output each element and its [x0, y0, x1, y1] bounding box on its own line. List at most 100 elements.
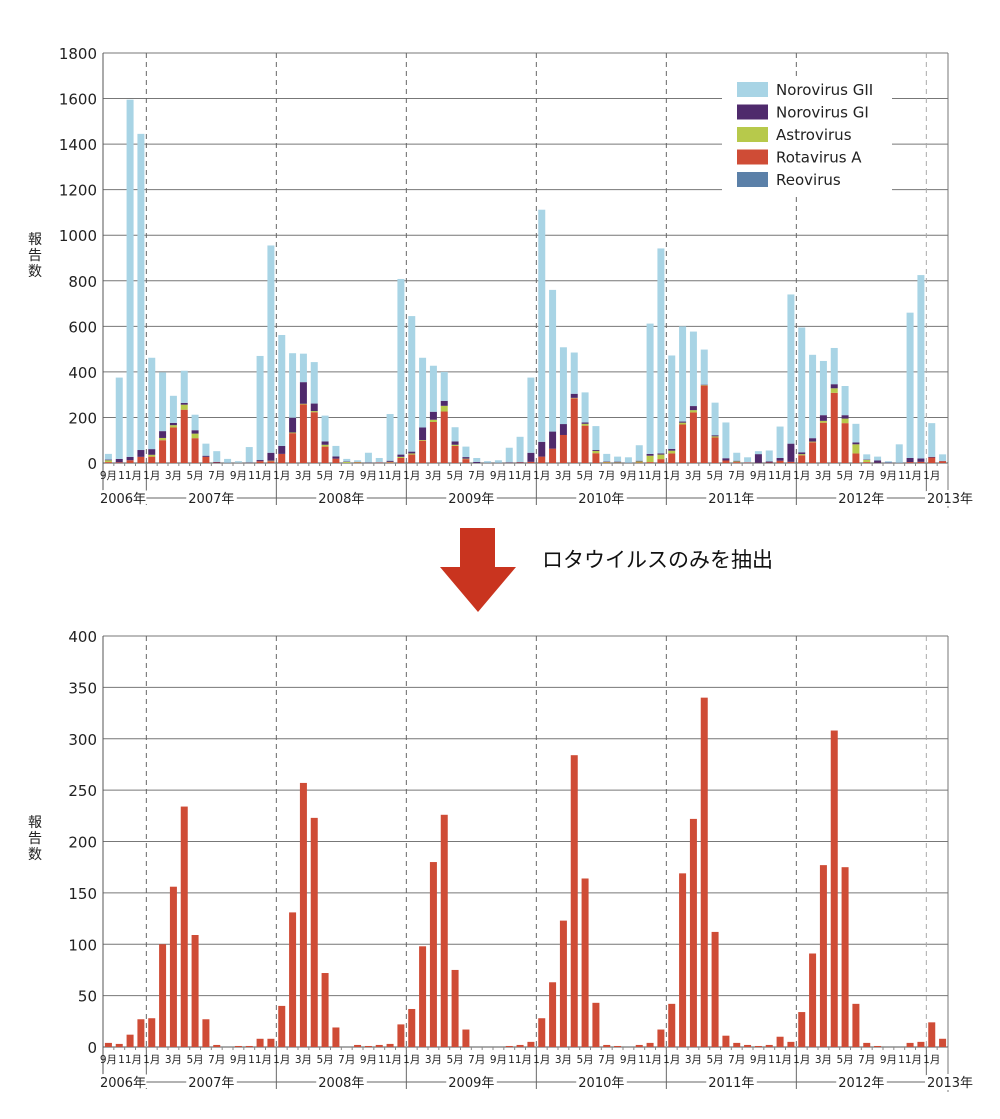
bar-rotavirus_a — [354, 1044, 362, 1047]
bar-norovirus_gii — [917, 275, 925, 459]
month-label: 1月 — [793, 1054, 810, 1066]
bar-norovirus_gii — [343, 458, 351, 462]
bar-rotavirus_a — [180, 409, 188, 463]
bar-astrovirus — [397, 456, 405, 458]
month-label: 3月 — [425, 1054, 442, 1066]
year-label: 2012年 — [838, 1076, 884, 1091]
y-tick-label: 0 — [87, 1039, 97, 1057]
month-label: 9月 — [230, 1054, 247, 1066]
bar-norovirus_gii — [549, 289, 557, 432]
bar-norovirus_gii — [429, 365, 437, 412]
month-label: 11月 — [118, 470, 142, 482]
bar-norovirus_gii — [852, 423, 860, 443]
year-label: 2007年 — [188, 1076, 234, 1091]
month-label: 11月 — [378, 470, 402, 482]
legend-label: Reovirus — [776, 171, 841, 189]
bar-norovirus_gi — [278, 445, 286, 454]
bar-norovirus_gii — [527, 377, 535, 453]
month-label: 3月 — [165, 1054, 182, 1066]
bar-astrovirus — [646, 455, 654, 463]
bar-norovirus_gi — [635, 460, 643, 462]
bar-norovirus_gi — [462, 457, 470, 459]
bar-norovirus_gii — [689, 331, 697, 407]
bar-norovirus_gii — [505, 447, 513, 463]
y-tick-label: 0 — [87, 455, 97, 473]
month-label: 11月 — [898, 470, 922, 482]
month-label: 3月 — [425, 470, 442, 482]
bar-norovirus_gi — [256, 460, 264, 462]
bar-norovirus_gii — [581, 392, 589, 423]
month-label: 11月 — [248, 1054, 272, 1066]
bar-rotavirus_a — [289, 912, 297, 1047]
bar-astrovirus — [321, 444, 329, 447]
bar-astrovirus — [819, 420, 827, 423]
bar-rotavirus_a — [744, 1044, 752, 1047]
year-label: 2006年 — [100, 1076, 146, 1091]
month-label: 5月 — [706, 470, 723, 482]
bar-astrovirus — [635, 461, 643, 463]
bar-norovirus_gii — [148, 357, 156, 450]
bar-norovirus_gi — [819, 415, 827, 421]
bar-rotavirus_a — [386, 1043, 394, 1047]
bar-rotavirus_a — [570, 755, 578, 1047]
month-label: 3月 — [165, 470, 182, 482]
bar-rotavirus_a — [592, 453, 600, 463]
bar-norovirus_gii — [440, 371, 448, 401]
y-tick-label: 1600 — [59, 91, 97, 109]
y-tick-label: 250 — [68, 782, 97, 800]
bar-rotavirus_a — [126, 1034, 134, 1047]
month-label: 7月 — [858, 470, 875, 482]
bar-rotavirus_a — [169, 886, 177, 1047]
legend-label: Norovirus GII — [776, 81, 873, 99]
bar-norovirus_gii — [614, 456, 622, 462]
bar-norovirus_gii — [375, 457, 383, 463]
month-label: 1月 — [403, 1054, 420, 1066]
bar-rotavirus_a — [830, 730, 838, 1047]
month-label: 1月 — [793, 470, 810, 482]
bar-rotavirus_a — [462, 459, 470, 463]
month-label: 9月 — [490, 470, 507, 482]
bar-norovirus_gii — [289, 353, 297, 418]
bar-rotavirus_a — [256, 1038, 264, 1047]
bar-rotavirus_a — [169, 427, 177, 463]
bar-astrovirus — [310, 411, 318, 413]
bar-norovirus_gii — [126, 99, 134, 457]
month-label: 5月 — [836, 470, 853, 482]
month-label: 1月 — [273, 1054, 290, 1066]
bar-rotavirus_a — [310, 817, 318, 1047]
bar-norovirus_gi — [408, 451, 416, 454]
month-label: 9月 — [360, 1054, 377, 1066]
bar-rotavirus_a — [386, 462, 394, 463]
y-tick-label: 400 — [68, 364, 97, 382]
bar-rotavirus_a — [451, 969, 459, 1047]
bar-rotavirus_a — [278, 1005, 286, 1047]
bar-norovirus_gii — [516, 436, 524, 463]
bar-rotavirus_a — [787, 1041, 795, 1047]
month-label: 9月 — [100, 470, 117, 482]
bar-rotavirus_a — [440, 814, 448, 1047]
bar-norovirus_gi — [852, 442, 860, 445]
bar-norovirus_gii — [354, 460, 362, 462]
legend-swatch — [737, 82, 768, 97]
bar-norovirus_gii — [310, 362, 318, 404]
month-label: 7月 — [858, 1054, 875, 1066]
month-label: 3月 — [295, 1054, 312, 1066]
bar-rotavirus_a — [440, 411, 448, 463]
y-tick-label: 800 — [68, 273, 97, 291]
bar-norovirus_gii — [754, 451, 762, 455]
bar-astrovirus — [440, 405, 448, 412]
month-label: 9月 — [880, 470, 897, 482]
bar-norovirus_gii — [646, 323, 654, 454]
bar-norovirus_gi — [473, 461, 481, 463]
bar-norovirus_gii — [895, 444, 903, 463]
month-label: 9月 — [100, 1054, 117, 1066]
bar-norovirus_gii — [494, 460, 502, 463]
bar-norovirus_gii — [939, 454, 947, 461]
month-label: 7月 — [208, 470, 225, 482]
bar-rotavirus_a — [267, 1038, 275, 1047]
bar-rotavirus_a — [733, 1042, 741, 1047]
month-label: 7月 — [208, 1054, 225, 1066]
bar-norovirus_gii — [137, 133, 145, 451]
bar-rotavirus_a — [299, 782, 307, 1047]
bar-norovirus_gi — [928, 456, 936, 458]
